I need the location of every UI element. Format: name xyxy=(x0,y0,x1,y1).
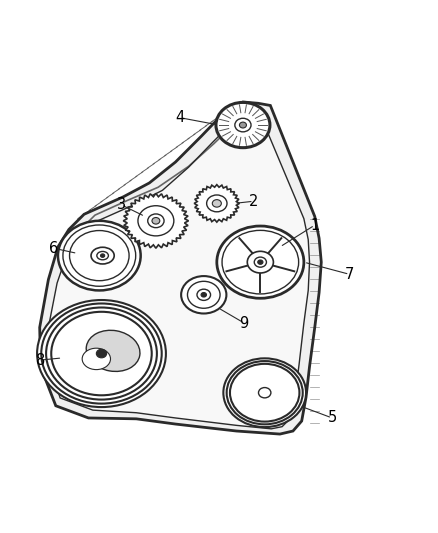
Ellipse shape xyxy=(82,348,110,369)
Ellipse shape xyxy=(51,312,152,395)
Ellipse shape xyxy=(258,387,271,398)
Ellipse shape xyxy=(70,231,129,281)
Polygon shape xyxy=(40,102,321,434)
Polygon shape xyxy=(48,112,310,429)
Ellipse shape xyxy=(63,225,136,286)
Ellipse shape xyxy=(91,247,114,264)
Ellipse shape xyxy=(217,226,304,298)
Ellipse shape xyxy=(235,118,251,132)
Ellipse shape xyxy=(152,217,160,224)
Ellipse shape xyxy=(216,102,270,148)
Ellipse shape xyxy=(207,195,227,212)
Ellipse shape xyxy=(230,364,300,422)
Text: 5: 5 xyxy=(328,410,337,425)
Ellipse shape xyxy=(254,257,266,267)
Ellipse shape xyxy=(258,260,263,264)
Text: 8: 8 xyxy=(36,352,45,368)
Ellipse shape xyxy=(46,308,157,400)
Text: 4: 4 xyxy=(175,110,184,125)
Ellipse shape xyxy=(212,200,221,207)
Ellipse shape xyxy=(247,252,273,273)
Ellipse shape xyxy=(37,300,166,407)
Ellipse shape xyxy=(138,206,174,236)
Text: 2: 2 xyxy=(249,193,258,209)
Ellipse shape xyxy=(197,289,211,301)
Ellipse shape xyxy=(201,293,206,297)
Ellipse shape xyxy=(240,122,247,128)
Ellipse shape xyxy=(181,276,226,313)
Polygon shape xyxy=(194,184,240,222)
Text: 7: 7 xyxy=(345,267,354,282)
Polygon shape xyxy=(123,193,188,248)
Text: 3: 3 xyxy=(117,197,126,212)
Ellipse shape xyxy=(148,214,164,228)
Ellipse shape xyxy=(187,281,220,308)
Text: 6: 6 xyxy=(49,241,58,256)
Ellipse shape xyxy=(222,230,299,294)
Ellipse shape xyxy=(223,358,306,427)
Ellipse shape xyxy=(97,252,109,260)
Ellipse shape xyxy=(101,254,105,257)
Ellipse shape xyxy=(41,303,162,403)
Ellipse shape xyxy=(58,221,141,290)
Ellipse shape xyxy=(96,349,106,358)
Text: 1: 1 xyxy=(310,217,319,232)
Ellipse shape xyxy=(226,361,303,424)
Text: 9: 9 xyxy=(240,316,249,330)
Ellipse shape xyxy=(86,330,140,372)
